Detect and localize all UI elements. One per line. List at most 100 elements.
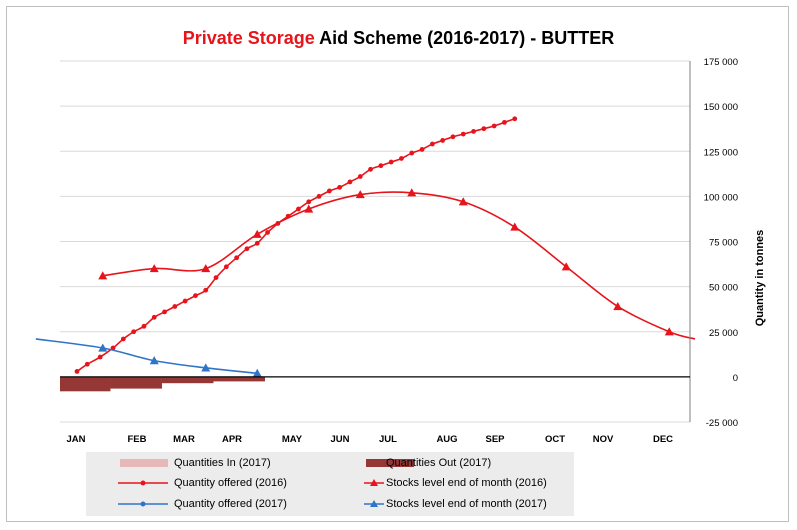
bars xyxy=(60,376,265,392)
data-point-stocks-level-end-of-month-2016 xyxy=(407,188,417,197)
data-point-quantity-offered-2016 xyxy=(193,293,198,299)
x-tick-label: AUG xyxy=(436,434,457,445)
data-point-quantity-offered-2016 xyxy=(223,264,229,270)
data-point-quantity-offered-2016 xyxy=(460,131,466,137)
data-point-stocks-level-end-of-month-2017 xyxy=(201,363,211,372)
legend-label: Stocks level end of month (2016) xyxy=(386,477,547,489)
x-tick-label: MAY xyxy=(282,434,303,445)
y-tick-label: 150 000 xyxy=(704,102,738,113)
data-point-stocks-level-end-of-month-2016 xyxy=(304,204,314,213)
bar-quantities-out xyxy=(110,376,162,389)
y-tick-label: 0 xyxy=(733,373,738,384)
data-point-quantity-offered-2016 xyxy=(326,188,332,194)
y-tick-label: -25 000 xyxy=(706,418,738,429)
data-point-quantity-offered-2016 xyxy=(409,150,415,156)
y-tick-label: 175 000 xyxy=(704,57,738,68)
y-tick-label: 125 000 xyxy=(704,147,738,158)
x-tick-label: FEB xyxy=(128,434,147,445)
data-point-stocks-level-end-of-month-2016 xyxy=(458,197,468,206)
series-lines xyxy=(35,116,696,377)
x-tick-label: JUN xyxy=(330,434,349,445)
series-line-stocks-level-end-of-month-2016 xyxy=(102,191,696,340)
data-point-quantity-offered-2016 xyxy=(172,304,178,309)
data-point-quantity-offered-2016 xyxy=(429,141,435,147)
bar-quantities-out xyxy=(161,376,214,384)
x-tick-label: JUL xyxy=(379,434,397,445)
x-tick-label: OCT xyxy=(545,434,565,445)
data-point-quantity-offered-2016 xyxy=(97,354,103,360)
legend-label: Quantities In (2017) xyxy=(174,457,271,469)
data-point-quantity-offered-2016 xyxy=(296,206,301,212)
data-point-stocks-level-end-of-month-2017 xyxy=(98,343,108,352)
data-point-quantity-offered-2016 xyxy=(306,199,312,205)
series-line-quantity-offered-2016 xyxy=(76,118,516,373)
data-point-quantity-offered-2016 xyxy=(419,147,425,152)
data-point-quantity-offered-2016 xyxy=(357,174,363,179)
title-red-part: Private Storage xyxy=(182,28,315,48)
legend-label: Quantity offered (2016) xyxy=(174,477,287,489)
x-tick-label: SEP xyxy=(485,434,505,445)
x-tick-label: APR xyxy=(222,434,242,445)
data-point-quantity-offered-2016 xyxy=(337,184,343,190)
x-tick-label: JAN xyxy=(66,434,85,445)
y-tick-label: 100 000 xyxy=(704,192,738,203)
x-tick-label: MAR xyxy=(173,434,195,445)
data-point-quantity-offered-2016 xyxy=(481,126,487,132)
data-point-quantity-offered-2016 xyxy=(388,159,394,165)
data-point-stocks-level-end-of-month-2017 xyxy=(149,356,159,365)
data-point-quantity-offered-2016 xyxy=(244,246,250,252)
data-point-stocks-level-end-of-month-2016 xyxy=(98,271,108,280)
y-tick-label: 25 000 xyxy=(709,328,738,339)
data-point-quantity-offered-2016 xyxy=(368,166,373,172)
y-tick-label: 75 000 xyxy=(709,238,738,249)
data-point-stocks-level-end-of-month-2016 xyxy=(355,190,365,199)
data-point-quantity-offered-2016 xyxy=(512,116,518,122)
data-point-stocks-level-end-of-month-2016 xyxy=(201,264,211,273)
data-point-quantity-offered-2016 xyxy=(378,163,384,169)
data-point-quantity-offered-2016 xyxy=(471,128,476,134)
data-point-quantity-offered-2016 xyxy=(120,336,126,342)
data-point-quantity-offered-2016 xyxy=(74,369,80,374)
data-point-quantity-offered-2016 xyxy=(234,255,240,261)
data-point-stocks-level-end-of-month-2017 xyxy=(252,368,262,377)
data-point-stocks-level-end-of-month-2016 xyxy=(664,327,674,336)
chart-title: Private Storage Aid Scheme (2016-2017) -… xyxy=(0,28,797,49)
legend-label: Stocks level end of month (2017) xyxy=(386,498,547,510)
data-point-quantity-offered-2016 xyxy=(131,329,137,335)
data-point-quantity-offered-2016 xyxy=(182,298,188,304)
axes: 175 000 150 000 125 000 100 000 75 000 50 000… xyxy=(60,57,738,445)
data-point-quantity-offered-2016 xyxy=(151,314,157,320)
data-point-stocks-level-end-of-month-2016 xyxy=(149,264,159,273)
chart-frame xyxy=(6,6,789,522)
bar-quantities-out xyxy=(60,376,111,392)
data-point-stocks-level-end-of-month-2016 xyxy=(561,262,571,271)
legend-label: Quantity offered (2017) xyxy=(174,498,287,510)
x-tick-label: NOV xyxy=(593,434,614,445)
data-point-quantity-offered-2016 xyxy=(254,240,260,246)
data-point-quantity-offered-2016 xyxy=(141,323,147,329)
data-point-quantity-offered-2016 xyxy=(316,193,322,199)
data-point-quantity-offered-2016 xyxy=(491,123,497,129)
legend-label: Quantities Out (2017) xyxy=(386,457,492,469)
data-point-stocks-level-end-of-month-2016 xyxy=(613,301,623,311)
data-point-quantity-offered-2016 xyxy=(203,287,209,293)
data-point-quantity-offered-2016 xyxy=(440,138,446,143)
data-point-quantity-offered-2016 xyxy=(450,134,456,140)
legend: Quantities In (2017) Quantities Out (201… xyxy=(86,452,574,516)
title-black-part: Aid Scheme (2016-2017) - BUTTER xyxy=(314,28,615,48)
y-tick-label: 50 000 xyxy=(709,283,738,294)
data-point-stocks-level-end-of-month-2016 xyxy=(252,229,262,238)
bar-quantities-out xyxy=(213,376,265,382)
data-point-quantity-offered-2016 xyxy=(84,361,90,367)
data-point-quantity-offered-2016 xyxy=(502,119,507,125)
grid-lines xyxy=(60,60,690,423)
series-line-stocks-level-end-of-month-2017 xyxy=(35,338,258,375)
data-point-stocks-level-end-of-month-2016 xyxy=(510,222,520,231)
y-axis-label: Quantity in tonnes xyxy=(754,230,766,327)
data-point-quantity-offered-2016 xyxy=(399,156,404,161)
data-point-quantity-offered-2016 xyxy=(347,179,353,185)
x-tick-label: DEC xyxy=(653,434,673,445)
data-point-quantity-offered-2016 xyxy=(265,230,270,235)
data-point-quantity-offered-2016 xyxy=(213,275,219,280)
